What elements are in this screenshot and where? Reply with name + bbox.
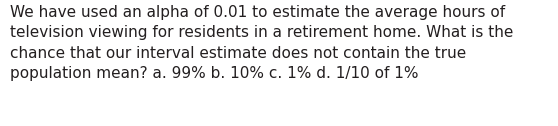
Text: We have used an alpha of 0.01 to estimate the average hours of
television viewin: We have used an alpha of 0.01 to estimat… <box>10 5 513 81</box>
